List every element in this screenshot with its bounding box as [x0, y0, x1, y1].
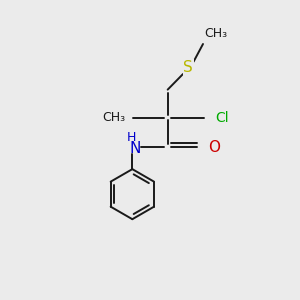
- Text: Cl: Cl: [215, 111, 228, 124]
- Text: H: H: [127, 130, 136, 143]
- Text: CH₃: CH₃: [205, 28, 228, 40]
- Text: O: O: [208, 140, 220, 154]
- Text: CH₃: CH₃: [102, 111, 125, 124]
- Text: S: S: [183, 60, 193, 75]
- Text: N: N: [130, 141, 141, 156]
